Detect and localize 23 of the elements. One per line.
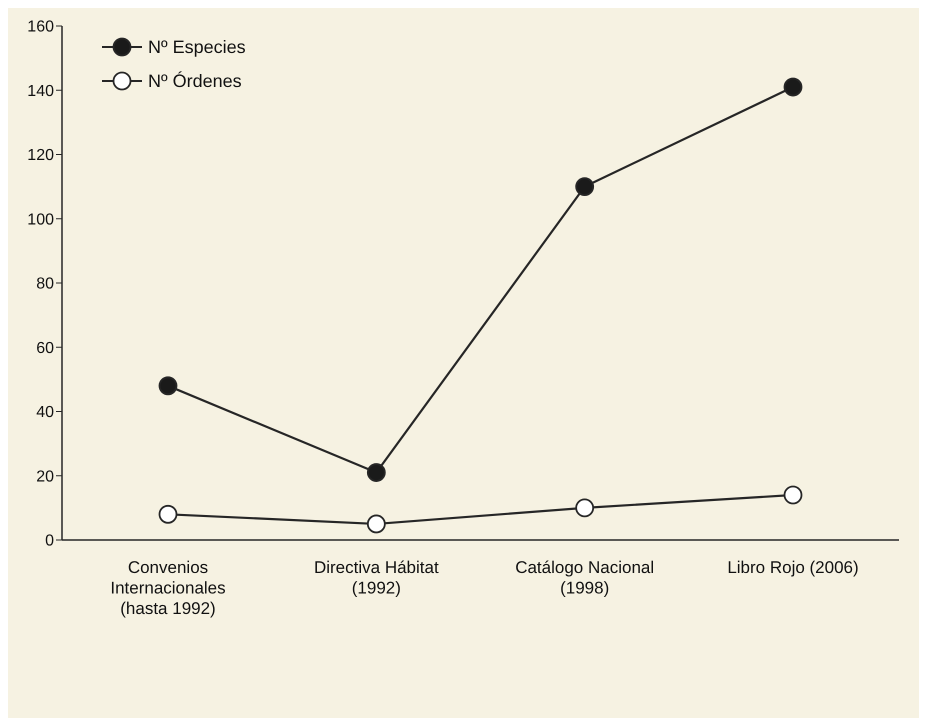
x-tick-label: Convenios Internacionales (hasta 1992)	[110, 558, 226, 618]
legend-label: Nº Órdenes	[148, 70, 242, 92]
y-tick-label: 0	[45, 532, 54, 550]
y-tick-label: 20	[36, 468, 54, 486]
point	[158, 504, 178, 524]
x-tick-label: Directiva Hábitat (1992)	[314, 558, 439, 598]
y-tick-label: 140	[27, 82, 54, 100]
y-tick-label: 120	[27, 147, 54, 164]
x-tick-label: Libro Rojo (2006)	[727, 558, 859, 577]
legend-label: Nº Especies	[148, 36, 246, 58]
y-tick-label: 60	[36, 340, 54, 357]
y-tick-label: 100	[27, 211, 54, 228]
y-tick-label: 160	[27, 18, 54, 36]
point	[784, 78, 802, 96]
point	[575, 177, 594, 196]
y-tick-label: 80	[36, 276, 54, 293]
point	[784, 486, 802, 504]
point	[366, 463, 386, 482]
x-tick-label: Catálogo Nacional (1998)	[515, 558, 654, 598]
point	[366, 514, 386, 534]
point	[158, 376, 178, 396]
point	[575, 498, 594, 518]
y-tick-label: 40	[36, 404, 54, 422]
